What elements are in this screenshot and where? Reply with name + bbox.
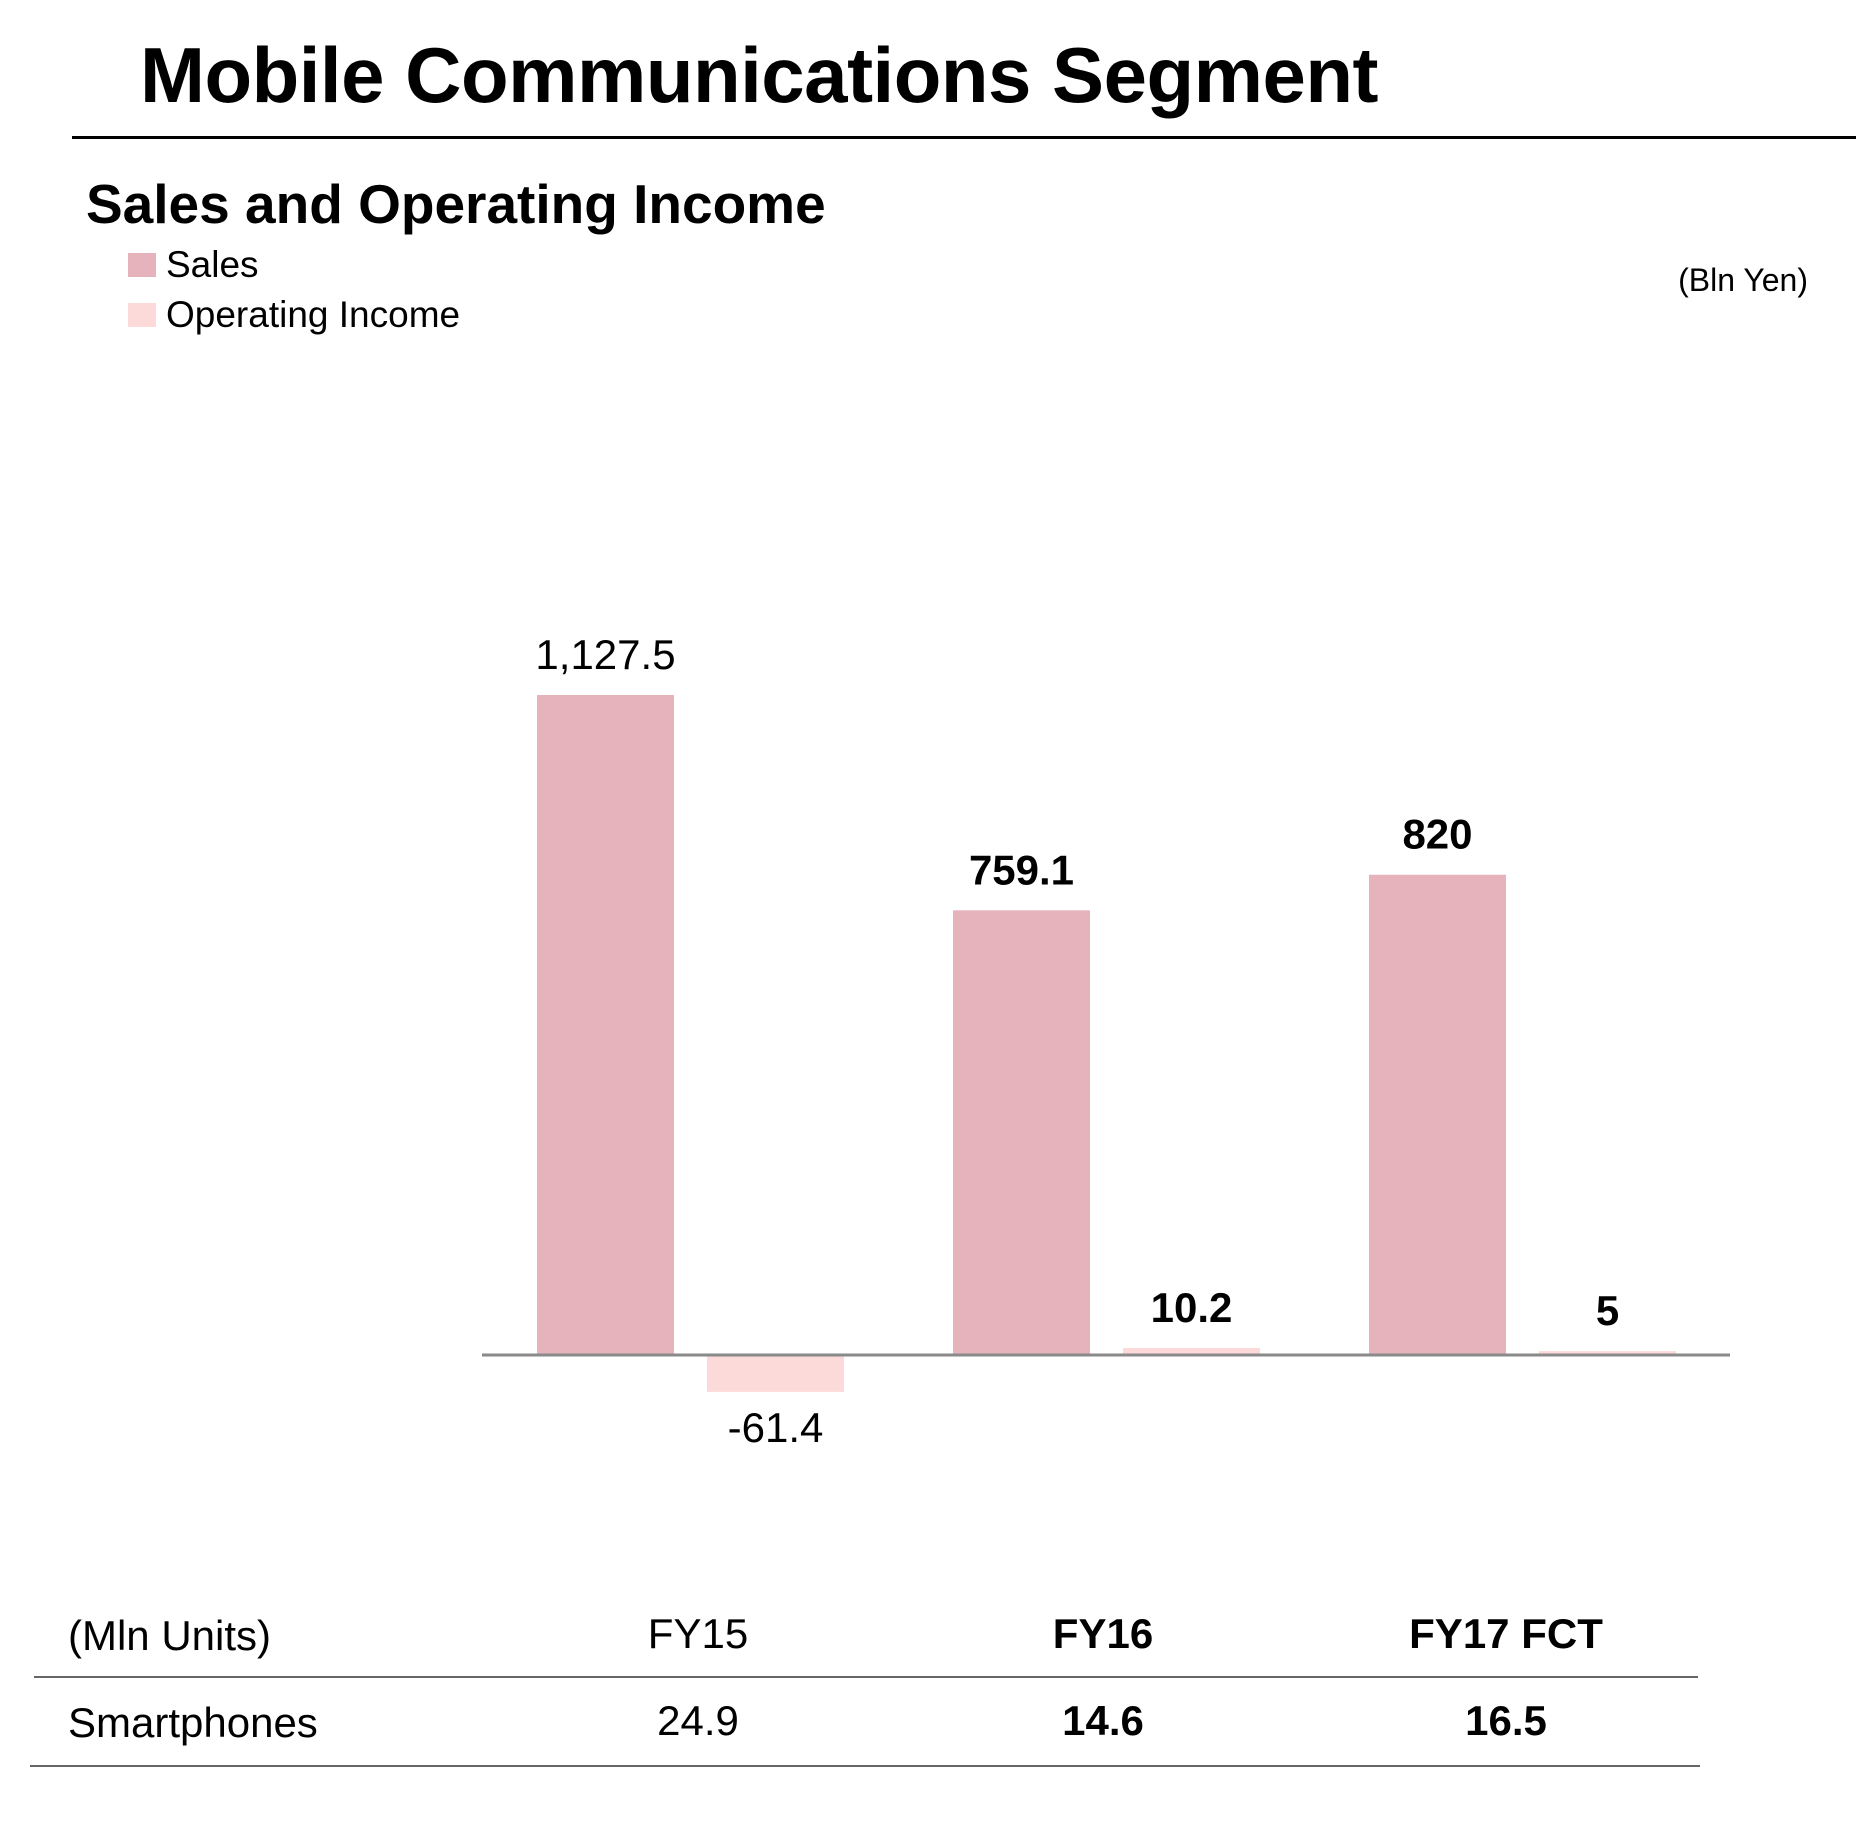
data-label-sales-fy16: 759.1 bbox=[969, 846, 1074, 893]
units-table-value-fy15: 24.9 bbox=[657, 1697, 739, 1744]
legend-label-operating-income: Operating Income bbox=[166, 294, 461, 335]
title-divider bbox=[72, 136, 1856, 139]
units-table-header-rule bbox=[34, 1676, 1698, 1678]
bar-chart: 1,127.5 759.1 820 -61.4 10.2 5 bbox=[482, 631, 1730, 1451]
legend-label-sales: Sales bbox=[166, 244, 259, 285]
units-table-value-fy17-fct: 16.5 bbox=[1465, 1697, 1547, 1744]
legend-item-operating-income: Operating Income bbox=[128, 290, 460, 340]
data-label-operating-income-fy16: 10.2 bbox=[1151, 1284, 1233, 1331]
legend: Sales Operating Income bbox=[128, 240, 460, 340]
data-label-sales-fy15: 1,127.5 bbox=[535, 631, 675, 678]
bar-operating-income-fy15 bbox=[707, 1356, 844, 1392]
bar-operating-income-fy17-fct bbox=[1539, 1351, 1676, 1354]
bar-sales-fy17-fct bbox=[1369, 874, 1506, 1354]
units-table-bottom-rule bbox=[30, 1765, 1700, 1767]
units-table-header-label: (Mln Units) bbox=[68, 1612, 272, 1659]
units-table-column-fy17-fct: FY17 FCT bbox=[1409, 1610, 1603, 1657]
units-table-row-label: Smartphones bbox=[68, 1699, 318, 1746]
data-label-operating-income-fy17-fct: 5 bbox=[1596, 1287, 1619, 1334]
units-table-column-fy15: FY15 bbox=[647, 1610, 749, 1657]
bar-operating-income-fy16 bbox=[1123, 1348, 1260, 1354]
legend-swatch-sales bbox=[128, 253, 156, 277]
bar-sales-fy16 bbox=[953, 910, 1090, 1354]
page-title: Mobile Communications Segment bbox=[140, 31, 1378, 119]
legend-swatch-operating-income bbox=[128, 303, 156, 327]
bar-sales-fy15 bbox=[537, 695, 674, 1354]
data-label-operating-income-fy15: -61.4 bbox=[728, 1404, 824, 1451]
units-table-column-fy16: FY16 bbox=[1052, 1610, 1154, 1657]
chart-title: Sales and Operating Income bbox=[86, 173, 826, 235]
units-table-value-fy16: 14.6 bbox=[1062, 1697, 1144, 1744]
data-label-sales-fy17-fct: 820 bbox=[1402, 811, 1472, 858]
legend-item-sales: Sales bbox=[128, 240, 460, 290]
unit-label: (Bln Yen) bbox=[1678, 262, 1808, 298]
